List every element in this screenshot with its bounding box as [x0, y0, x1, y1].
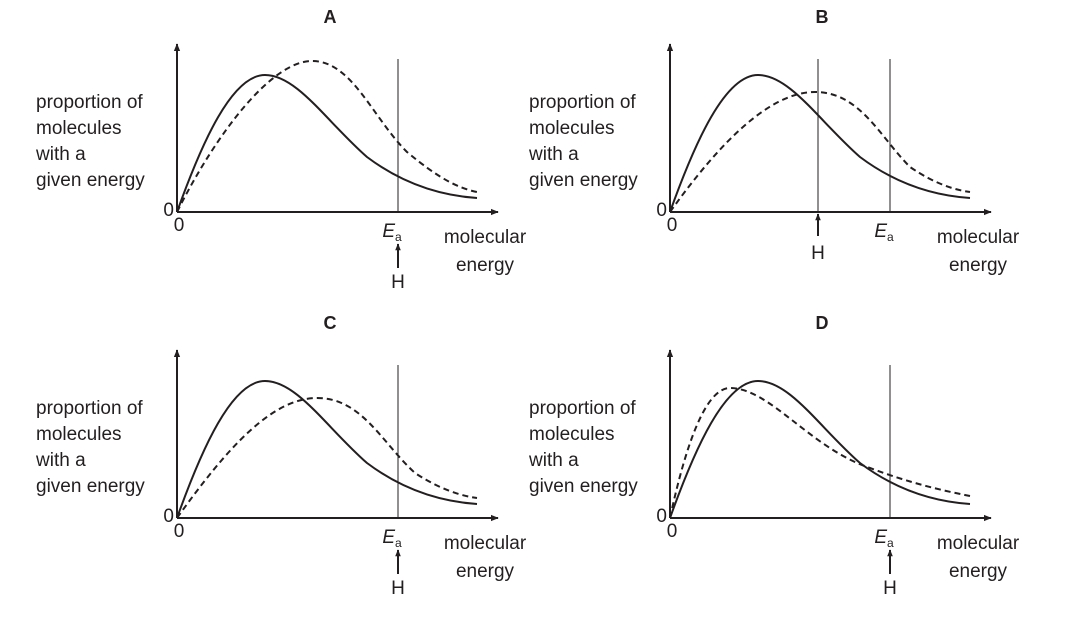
y-axis-label: with a: [528, 450, 579, 471]
x-origin: 0: [174, 215, 185, 236]
y-axis-label: proportion of: [36, 398, 143, 419]
y-axis-label: molecules: [529, 118, 615, 139]
y-axis-label: given energy: [36, 476, 145, 497]
h-label: H: [811, 243, 825, 264]
y-origin: 0: [163, 506, 174, 527]
ea-symbol: E: [382, 221, 395, 242]
y-axis-label: molecules: [529, 424, 615, 445]
y-axis-label: with a: [35, 144, 86, 165]
curve-dashed: [669, 386, 971, 519]
h-label: H: [883, 578, 897, 599]
y-axis-label: given energy: [36, 170, 145, 191]
ea-label: Ea: [382, 221, 402, 244]
y-axis-label: with a: [528, 144, 579, 165]
panel-label: D: [816, 313, 829, 333]
curve-dashed: [176, 396, 478, 519]
ea-label: Ea: [874, 221, 894, 244]
x-origin: 0: [667, 215, 678, 236]
y-axis-label: with a: [35, 450, 86, 471]
y-axis-label: molecules: [36, 118, 122, 139]
y-origin: 0: [656, 506, 667, 527]
ea-symbol: E: [382, 527, 395, 548]
panel-label: C: [324, 313, 337, 333]
x-axis-label: molecular: [444, 533, 527, 554]
ea-label: Ea: [874, 527, 894, 550]
x-origin: 0: [667, 521, 678, 542]
ea-subscript: a: [887, 536, 894, 550]
curve-solid: [176, 379, 478, 519]
x-axis-label: molecular: [937, 533, 1020, 554]
y-axis-label: given energy: [529, 170, 638, 191]
curve-solid: [669, 73, 971, 213]
ea-symbol: E: [874, 527, 887, 548]
x-axis-label: energy: [456, 255, 515, 276]
x-axis-label: energy: [949, 255, 1008, 276]
y-axis-label: proportion of: [529, 92, 636, 113]
x-axis-label: energy: [456, 561, 515, 582]
ea-symbol: E: [874, 221, 887, 242]
h-label: H: [391, 578, 405, 599]
curve-solid: [176, 73, 478, 213]
curve-dashed: [669, 90, 971, 213]
panel-label: A: [324, 7, 337, 27]
ea-subscript: a: [395, 536, 402, 550]
y-origin: 0: [656, 200, 667, 221]
y-axis-label: given energy: [529, 476, 638, 497]
h-label: H: [391, 272, 405, 293]
y-axis-label: proportion of: [529, 398, 636, 419]
y-origin: 0: [163, 200, 174, 221]
curve-dashed: [176, 59, 478, 213]
curve-solid: [669, 379, 971, 519]
x-axis-label: energy: [949, 561, 1008, 582]
x-origin: 0: [174, 521, 185, 542]
x-axis-label: molecular: [937, 227, 1020, 248]
ea-subscript: a: [887, 230, 894, 244]
y-axis-label: proportion of: [36, 92, 143, 113]
y-axis-label: molecules: [36, 424, 122, 445]
ea-label: Ea: [382, 527, 402, 550]
panel-label: B: [816, 7, 829, 27]
x-axis-label: molecular: [444, 227, 527, 248]
ea-subscript: a: [395, 230, 402, 244]
